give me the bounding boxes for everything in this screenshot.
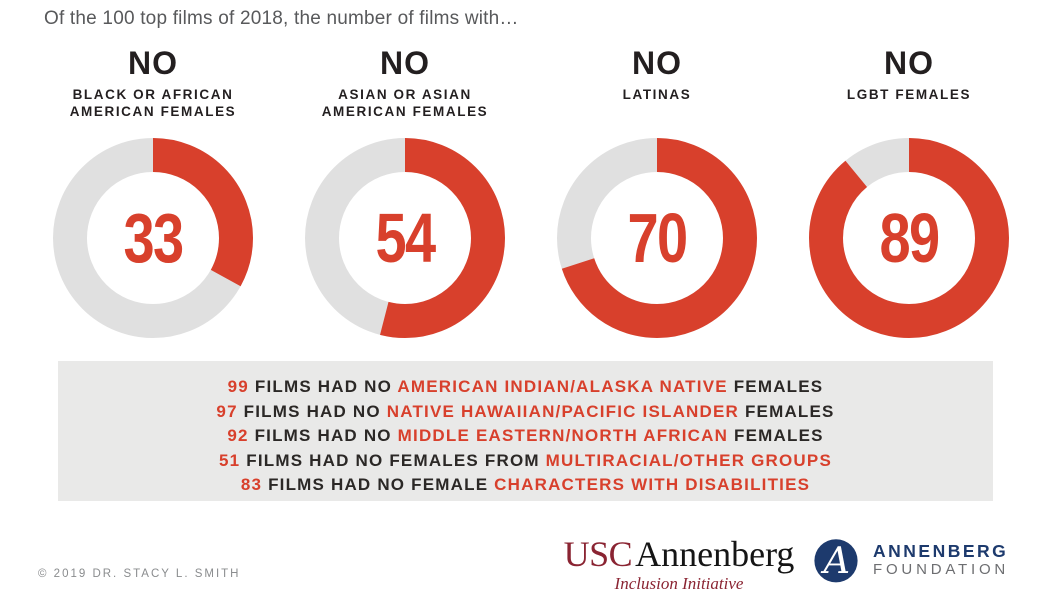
annenberg-foundation-logo: A ANNENBERG FOUNDATION bbox=[812, 536, 1009, 584]
donut-arc bbox=[557, 138, 757, 338]
donut-chart: 33 bbox=[53, 138, 253, 338]
summary-highlight-text: MULTIRACIAL/OTHER GROUPS bbox=[545, 450, 832, 470]
donut-chart: 70 bbox=[557, 138, 757, 338]
donut-category-label: LATINAS bbox=[622, 87, 692, 102]
annenberg-line: ANNENBERG bbox=[873, 541, 1009, 561]
donut-heading-no: NO bbox=[632, 45, 682, 81]
monogram-letter: A bbox=[821, 539, 851, 582]
summary-plain-text: FEMALES bbox=[727, 377, 824, 396]
summary-highlight-text: MIDDLE EASTERN/NORTH AFRICAN bbox=[397, 426, 729, 445]
donut-columns: NO BLACK OR AFRICAN AMERICAN FEMALES 33 … bbox=[27, 46, 1035, 338]
annenberg-foundation-monogram-icon: A bbox=[814, 539, 858, 583]
annenberg-wordmark-text: Annenberg bbox=[635, 534, 795, 574]
summary-plain-text: FILMS HAD NO bbox=[248, 426, 398, 445]
summary-highlight-text: NATIVE HAWAIIAN/PACIFIC ISLANDER bbox=[386, 401, 740, 421]
donut-ring bbox=[53, 138, 253, 338]
summary-highlight-text: CHARACTERS WITH DISABILITIES bbox=[494, 475, 811, 494]
donut-arc bbox=[809, 138, 1009, 338]
donut-value: 54 bbox=[375, 199, 436, 277]
annenberg-foundation-wordmark: ANNENBERG FOUNDATION bbox=[873, 541, 1010, 579]
usc-wordmark-text: USC bbox=[563, 534, 633, 574]
summary-plain-text: FILMS HAD NO bbox=[248, 377, 398, 396]
summary-plain-text: FEMALES bbox=[739, 401, 835, 421]
summary-line: 99 FILMS HAD NO AMERICAN INDIAN/ALASKA N… bbox=[58, 375, 993, 400]
summary-highlight-text: 51 bbox=[219, 450, 241, 470]
summary-highlight-text: 83 bbox=[240, 475, 263, 494]
summary-plain-text: FEMALES bbox=[728, 426, 824, 445]
summary-highlight-text: 99 bbox=[227, 377, 249, 396]
donut-chart: 54 bbox=[305, 138, 505, 338]
donut-heading-no: NO bbox=[128, 45, 178, 81]
foundation-line: FOUNDATION bbox=[873, 561, 1010, 578]
summary-line: 83 FILMS HAD NO FEMALE CHARACTERS WITH D… bbox=[58, 473, 993, 498]
page-title: Of the 100 top films of 2018, the number… bbox=[44, 8, 519, 29]
inclusion-initiative-tagline: Inclusion Initiative bbox=[614, 574, 744, 593]
donut-value: 70 bbox=[627, 199, 688, 277]
donut-column-black-african-american: NO BLACK OR AFRICAN AMERICAN FEMALES 33 bbox=[27, 46, 279, 338]
summary-plain-text: FILMS HAD NO FEMALES FROM bbox=[240, 450, 546, 470]
donut-column-latinas: NO LATINAS 70 bbox=[531, 46, 783, 338]
donut-arc bbox=[305, 138, 505, 338]
donut-value: 89 bbox=[879, 199, 940, 277]
donut-column-lgbt-females: NO LGBT FEMALES 89 bbox=[783, 46, 1035, 338]
donut-category-label: ASIAN OR ASIAN AMERICAN FEMALES bbox=[321, 87, 489, 119]
summary-box: 99 FILMS HAD NO AMERICAN INDIAN/ALASKA N… bbox=[58, 361, 993, 501]
summary-highlight-text: 97 bbox=[216, 401, 238, 421]
summary-line: 97 FILMS HAD NO NATIVE HAWAIIAN/PACIFIC … bbox=[58, 400, 993, 425]
copyright-text: © 2019 DR. STACY L. SMITH bbox=[38, 568, 241, 580]
donut-ring bbox=[809, 138, 1009, 338]
summary-highlight-text: AMERICAN INDIAN/ALASKA NATIVE bbox=[397, 377, 728, 396]
summary-line: 51 FILMS HAD NO FEMALES FROM MULTIRACIAL… bbox=[58, 449, 993, 474]
donut-ring bbox=[305, 138, 505, 338]
summary-plain-text: FILMS HAD NO bbox=[237, 401, 387, 421]
donut-arc bbox=[53, 138, 253, 338]
donut-column-asian-american: NO ASIAN OR ASIAN AMERICAN FEMALES 54 bbox=[279, 46, 531, 338]
donut-value: 33 bbox=[123, 199, 184, 277]
donut-ring bbox=[557, 138, 757, 338]
donut-heading-no: NO bbox=[380, 45, 430, 81]
donut-category-label: BLACK OR AFRICAN AMERICAN FEMALES bbox=[69, 87, 237, 119]
donut-heading-no: NO bbox=[884, 45, 934, 81]
summary-highlight-text: 92 bbox=[227, 426, 249, 445]
donut-chart: 89 bbox=[809, 138, 1009, 338]
usc-annenberg-logo: USCAnnenberg Inclusion Initiative bbox=[558, 536, 800, 594]
summary-plain-text: FILMS HAD NO FEMALE bbox=[262, 475, 495, 494]
summary-line: 92 FILMS HAD NO MIDDLE EASTERN/NORTH AFR… bbox=[58, 424, 993, 449]
usc-annenberg-wordmark: USCAnnenberg bbox=[558, 536, 800, 572]
donut-category-label: LGBT FEMALES bbox=[846, 87, 972, 102]
